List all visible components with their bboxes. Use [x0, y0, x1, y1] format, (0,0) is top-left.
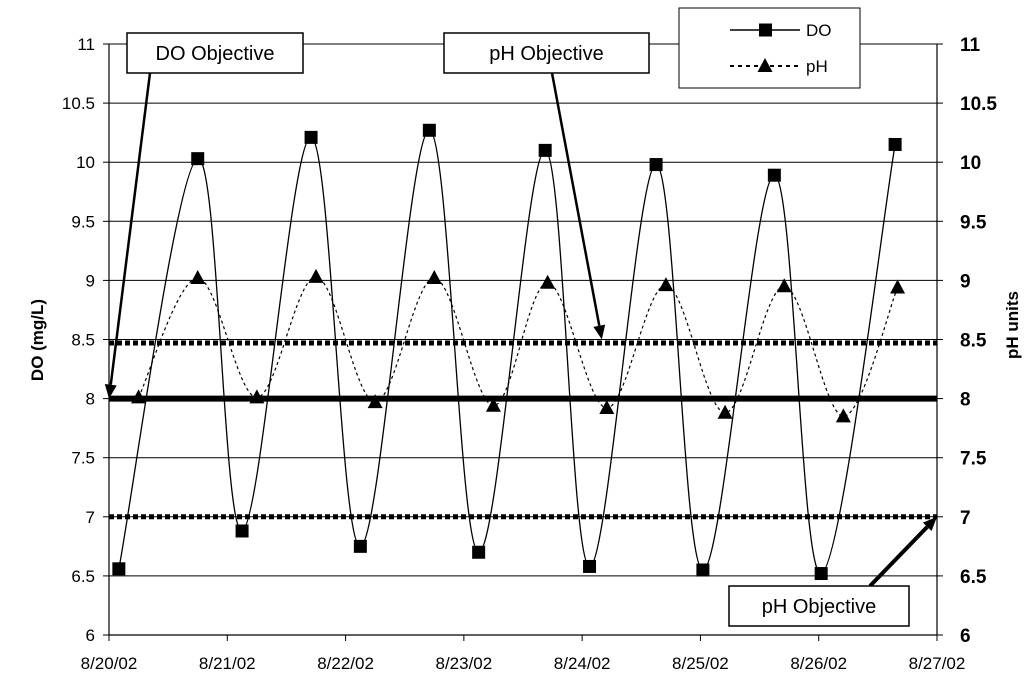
data-point-do — [422, 123, 436, 137]
y-tick-label: 10 — [76, 153, 95, 172]
data-point-ph — [308, 268, 324, 283]
data-point-ph — [367, 394, 383, 409]
y2-tick-label: 6.5 — [960, 567, 987, 588]
data-point-do — [538, 143, 552, 157]
callouts: DO Objective pH Objective pH Objective — [104, 32, 937, 627]
data-point-do — [472, 545, 486, 559]
y2-tick-label: 10 — [960, 153, 981, 174]
data-point-ph — [776, 278, 792, 293]
axes — [103, 43, 943, 641]
y-tick-label: 9.5 — [71, 212, 95, 231]
y2-tick-label: 7 — [960, 508, 971, 529]
data-point-ph — [249, 389, 265, 404]
y2-tick-label: 9.5 — [960, 212, 987, 233]
y2-tick-label: 8.5 — [960, 331, 987, 352]
data-point-do — [304, 130, 318, 144]
y-tick-label: 8.5 — [71, 331, 95, 350]
data-point-ph — [835, 408, 851, 423]
data-point-do — [583, 559, 597, 573]
y2-tick-label: 9 — [960, 271, 971, 292]
y-tick-label: 7 — [86, 508, 95, 527]
x-tick-label: 8/24/02 — [554, 654, 611, 673]
callout-box — [728, 585, 910, 627]
y-tick-label: 9 — [86, 271, 95, 290]
x-tick-label: 8/21/02 — [199, 654, 256, 673]
data-point-do — [235, 524, 249, 538]
series-line-do — [118, 129, 896, 575]
callout-arrow — [868, 525, 929, 588]
x-tick-label: 8/26/02 — [790, 654, 847, 673]
data-point-do — [696, 563, 710, 577]
y-axis-title: DO (mg/L) — [28, 299, 47, 381]
data-point-ph — [426, 270, 442, 285]
x-tick-label: 8/22/02 — [317, 654, 374, 673]
data-point-do — [112, 562, 126, 576]
y-tick-label: 7.5 — [71, 449, 95, 468]
callout-arrowhead — [922, 516, 937, 532]
data-point-do — [767, 168, 781, 182]
legend-label-ph: pH — [806, 57, 828, 76]
data-point-ph — [658, 277, 674, 292]
y-tick-label: 8 — [86, 390, 95, 409]
data-point-ph — [131, 389, 147, 404]
callout-box — [126, 32, 304, 74]
data-point-ph — [540, 274, 556, 289]
x-tick-label: 8/25/02 — [672, 654, 729, 673]
y-tick-label: 6.5 — [71, 567, 95, 586]
y2-tick-label: 6 — [960, 626, 971, 647]
callout-arrowhead — [104, 383, 117, 399]
legend-marker-ph — [757, 58, 773, 72]
legend-marker-do — [759, 23, 772, 37]
y2-axis-title: pH units — [1003, 291, 1022, 359]
x-tick-label: 8/20/02 — [81, 654, 138, 673]
y2-tick-label: 11 — [960, 35, 981, 56]
series-line-ph — [138, 276, 899, 417]
series — [112, 123, 906, 581]
data-point-do — [888, 137, 902, 151]
y-tick-label: 10.5 — [62, 94, 95, 113]
callout-arrow — [550, 72, 601, 326]
callout-label: pH Objective — [762, 596, 877, 618]
legend-box — [678, 7, 861, 89]
x-tick-label: 8/27/02 — [909, 654, 966, 673]
data-point-do — [649, 158, 663, 172]
tick-labels: 6 6.5 7 7.5 8 8.5 9 9.5 10 10.5 11 6 6.5 7 7.5 8 8.5 9 9.5… — [62, 35, 998, 673]
legend-label-do: DO — [806, 21, 832, 40]
x-tick-label: 8/23/02 — [435, 654, 492, 673]
callout-label: pH Objective — [489, 43, 604, 65]
callout-arrow — [109, 72, 152, 385]
y-tick-label: 11 — [77, 35, 95, 54]
y-tick-label: 6 — [86, 626, 95, 645]
data-point-ph — [717, 404, 733, 419]
legend: DO pH — [678, 7, 861, 89]
data-point-do — [353, 539, 367, 553]
callout-box — [443, 32, 650, 74]
reference-lines — [109, 340, 937, 520]
y2-tick-label: 10.5 — [960, 94, 997, 115]
data-point-do — [191, 152, 205, 166]
data-point-ph — [485, 397, 501, 412]
callout-arrowhead — [593, 324, 606, 340]
callout-label: DO Objective — [156, 43, 275, 65]
data-point-ph — [890, 279, 906, 294]
y2-tick-label: 8 — [960, 390, 971, 411]
data-point-do — [814, 567, 828, 581]
data-point-ph — [599, 400, 615, 415]
data-point-ph — [190, 270, 206, 285]
y2-tick-label: 7.5 — [960, 449, 987, 470]
